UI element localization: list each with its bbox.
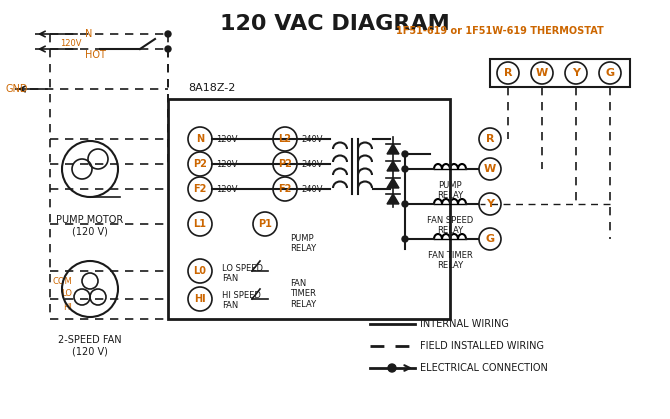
Text: F2: F2 (194, 184, 206, 194)
Text: PUMP
RELAY: PUMP RELAY (437, 181, 463, 200)
Text: HI: HI (63, 303, 72, 311)
Polygon shape (387, 144, 399, 154)
Text: 1F51-619 or 1F51W-619 THERMOSTAT: 1F51-619 or 1F51W-619 THERMOSTAT (396, 26, 604, 36)
Text: N: N (85, 29, 92, 39)
Text: 120V: 120V (60, 39, 82, 47)
Text: HI SPEED
FAN: HI SPEED FAN (222, 291, 261, 310)
Bar (490, 59, 630, 87)
Text: P1: P1 (258, 219, 272, 229)
Text: L0: L0 (194, 266, 206, 276)
Text: W: W (536, 68, 548, 78)
Text: LO: LO (61, 290, 72, 298)
Circle shape (388, 364, 396, 372)
Text: 120V: 120V (216, 184, 237, 194)
Text: FAN
TIMER
RELAY: FAN TIMER RELAY (290, 279, 316, 309)
Text: ELECTRICAL CONNECTION: ELECTRICAL CONNECTION (420, 363, 548, 373)
Circle shape (402, 201, 408, 207)
Text: R: R (486, 134, 494, 144)
Circle shape (165, 46, 171, 52)
Polygon shape (387, 194, 399, 204)
Circle shape (402, 166, 408, 172)
Text: HOT: HOT (85, 50, 106, 60)
Text: N: N (196, 134, 204, 144)
Text: LO SPEED
FAN: LO SPEED FAN (222, 264, 263, 283)
Text: FAN TIMER
RELAY: FAN TIMER RELAY (427, 251, 472, 270)
Text: 120V: 120V (216, 160, 237, 168)
Text: G: G (606, 68, 614, 78)
Text: PUMP MOTOR
(120 V): PUMP MOTOR (120 V) (56, 215, 124, 237)
Text: L1: L1 (194, 219, 206, 229)
Text: 120V: 120V (216, 134, 237, 143)
Text: HI: HI (194, 294, 206, 304)
Bar (168, 99, 450, 319)
Text: INTERNAL WIRING: INTERNAL WIRING (420, 319, 509, 329)
Text: COM: COM (52, 277, 72, 285)
Text: 240V: 240V (301, 134, 322, 143)
Circle shape (165, 31, 171, 37)
Text: R: R (504, 68, 513, 78)
Text: 120 VAC DIAGRAM: 120 VAC DIAGRAM (220, 14, 450, 34)
Text: 240V: 240V (301, 184, 322, 194)
Circle shape (402, 236, 408, 242)
Text: L2: L2 (279, 134, 291, 144)
Text: FAN SPEED
RELAY: FAN SPEED RELAY (427, 216, 473, 235)
Text: Y: Y (572, 68, 580, 78)
Text: P2: P2 (278, 159, 292, 169)
Text: Y: Y (486, 199, 494, 209)
Text: FIELD INSTALLED WIRING: FIELD INSTALLED WIRING (420, 341, 544, 351)
Text: W: W (484, 164, 496, 174)
Text: GND: GND (5, 84, 27, 94)
Text: P2: P2 (193, 159, 207, 169)
Text: G: G (486, 234, 494, 244)
Text: 2-SPEED FAN
(120 V): 2-SPEED FAN (120 V) (58, 335, 122, 357)
Circle shape (402, 151, 408, 157)
Text: 240V: 240V (301, 160, 322, 168)
Polygon shape (387, 161, 399, 171)
Text: 8A18Z-2: 8A18Z-2 (188, 83, 235, 93)
Polygon shape (387, 178, 399, 188)
Text: PUMP
RELAY: PUMP RELAY (290, 234, 316, 253)
Text: F2: F2 (278, 184, 291, 194)
